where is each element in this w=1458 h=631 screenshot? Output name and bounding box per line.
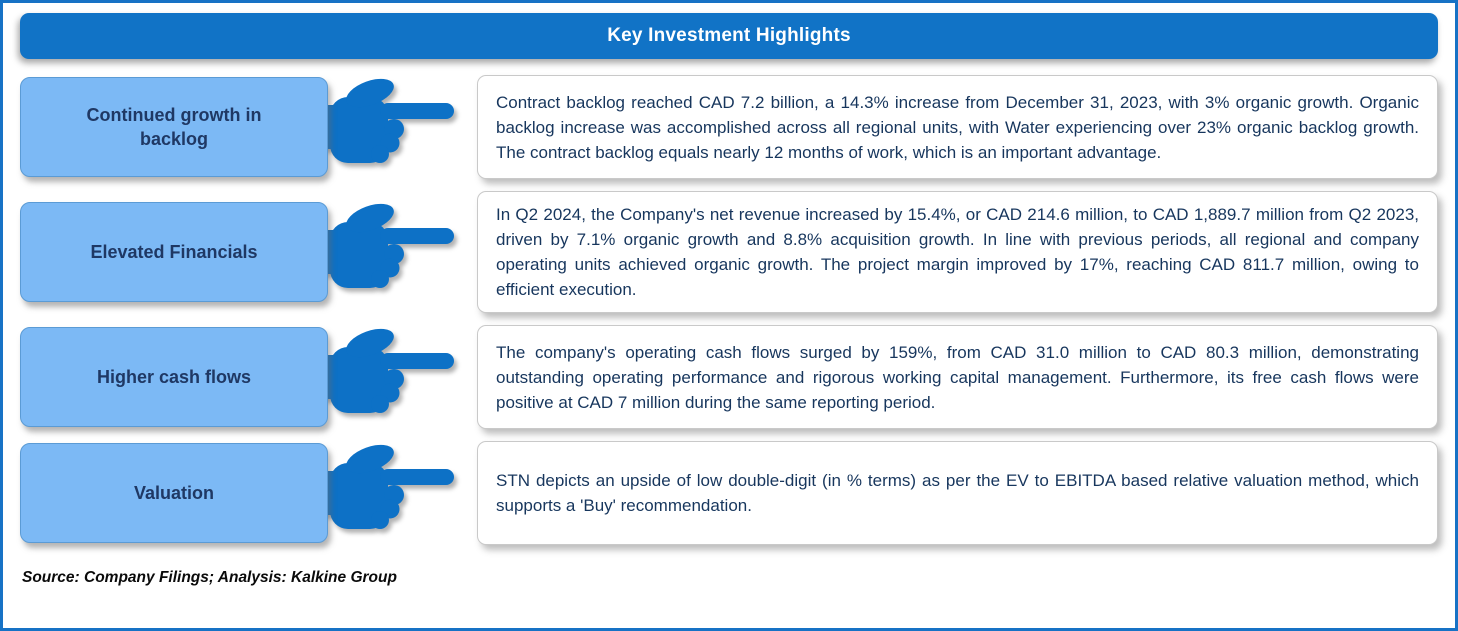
page-title: Key Investment Highlights bbox=[607, 25, 851, 46]
highlight-text-box: The company's operating cash flows surge… bbox=[477, 325, 1438, 429]
highlight-label: Continued growth in backlog bbox=[86, 104, 262, 149]
hand-pointing-right-icon bbox=[318, 77, 463, 172]
highlight-row-cash-flows: Higher cash flows The company's operatin… bbox=[20, 325, 1438, 429]
highlight-row-valuation: Valuation STN depicts an upside of low d… bbox=[20, 441, 1438, 545]
highlight-label-box: Elevated Financials bbox=[20, 202, 328, 302]
highlight-label: Higher cash flows bbox=[96, 366, 252, 387]
hand-pointing-right-icon bbox=[318, 443, 463, 538]
highlight-rows: Continued growth in backlog Contract bac… bbox=[20, 75, 1438, 545]
highlight-row-financials: Elevated Financials In Q2 2024, the Comp… bbox=[20, 191, 1438, 313]
hand-pointing-right-icon bbox=[318, 327, 463, 422]
hand-pointing-right-icon bbox=[318, 202, 463, 297]
source-note: Source: Company Filings; Analysis: Kalki… bbox=[22, 569, 397, 586]
highlight-label-box: Higher cash flows bbox=[20, 327, 328, 427]
highlight-text-box: STN depicts an upside of low double-digi… bbox=[477, 441, 1438, 545]
highlight-label-box: Continued growth in backlog bbox=[20, 77, 328, 177]
highlight-label: Valuation bbox=[133, 482, 214, 503]
highlight-text: STN depicts an upside of low double-digi… bbox=[496, 471, 1419, 515]
highlight-text: Contract backlog reached CAD 7.2 billion… bbox=[496, 92, 1419, 162]
highlight-text-box: In Q2 2024, the Company's net revenue in… bbox=[477, 191, 1438, 313]
highlight-text: The company's operating cash flows surge… bbox=[496, 342, 1419, 412]
highlight-row-backlog: Continued growth in backlog Contract bac… bbox=[20, 75, 1438, 179]
highlight-text-box: Contract backlog reached CAD 7.2 billion… bbox=[477, 75, 1438, 179]
highlight-label: Elevated Financials bbox=[90, 241, 258, 262]
header-bar: Key Investment Highlights bbox=[20, 13, 1438, 59]
highlight-text: In Q2 2024, the Company's net revenue in… bbox=[496, 205, 1419, 299]
highlight-label-box: Valuation bbox=[20, 443, 328, 543]
